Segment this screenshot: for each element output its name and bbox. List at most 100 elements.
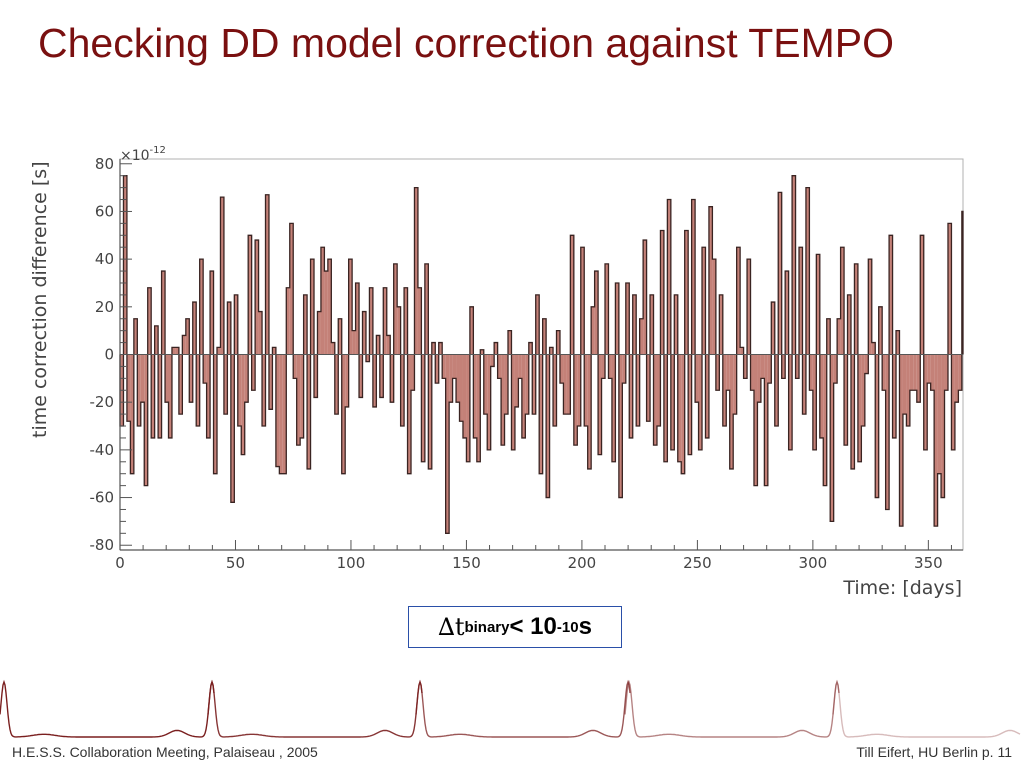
histogram-bar <box>632 294 637 355</box>
histogram-bar <box>355 282 360 355</box>
histogram-bar <box>417 287 422 355</box>
histogram-bar <box>913 354 917 391</box>
histogram-bar <box>577 354 581 427</box>
pulse-profile-curve <box>415 679 631 738</box>
formula-unit: s <box>578 613 592 640</box>
histogram-bar <box>334 354 339 415</box>
histogram-bar <box>206 354 211 438</box>
histogram-bar <box>289 223 294 355</box>
histogram-bar <box>951 354 955 450</box>
histogram-bar <box>705 354 709 438</box>
histogram-bar <box>539 354 543 474</box>
formula-box: ∆t binary < 10 -10 s <box>408 606 622 648</box>
histogram-bar <box>331 342 335 355</box>
histogram-bar <box>778 192 782 355</box>
histogram-bar <box>449 354 453 403</box>
histogram-bar <box>140 354 145 403</box>
histogram-bar <box>587 354 592 469</box>
histogram-bar <box>882 354 886 391</box>
histogram-bar <box>580 247 585 355</box>
histogram-bar <box>435 354 439 384</box>
slide-title: Checking DD model correction against TEM… <box>38 20 895 66</box>
histogram-bar <box>629 354 633 438</box>
histogram-bar <box>809 354 813 391</box>
histogram-bar <box>379 354 384 398</box>
histogram-bar <box>528 342 533 355</box>
histogram-bar <box>760 354 765 379</box>
histogram-bar <box>816 254 820 355</box>
histogram-bar <box>553 354 557 427</box>
histogram-bar <box>494 342 498 355</box>
histogram-bar <box>892 354 897 438</box>
histogram-bar <box>941 354 945 498</box>
histogram-bar <box>559 354 564 384</box>
histogram-bar <box>712 259 716 355</box>
histogram-bar <box>369 287 373 355</box>
histogram-bar <box>916 354 921 403</box>
histogram-bar <box>480 349 484 355</box>
histogram-bar <box>400 354 405 427</box>
histogram-bar <box>497 354 502 379</box>
histogram-bar <box>445 354 450 534</box>
histogram-bar <box>348 259 353 355</box>
histogram-bar <box>764 354 768 486</box>
y-axis-label: time correction difference [s] <box>29 161 51 438</box>
histogram-bar <box>643 240 647 355</box>
histogram-bar <box>947 223 952 355</box>
histogram-bar <box>719 294 723 355</box>
histogram-bar <box>722 354 727 427</box>
histogram-bar <box>459 354 463 422</box>
histogram-bar <box>785 271 789 355</box>
histogram-bar <box>341 354 346 474</box>
histogram-bar <box>137 354 141 427</box>
histogram-bar <box>185 318 190 355</box>
histogram-bar <box>241 354 245 455</box>
histogram-bar <box>303 294 308 355</box>
histogram-bar <box>605 263 609 355</box>
histogram-bar <box>736 247 741 355</box>
histogram-bar <box>698 354 703 450</box>
histogram-bar <box>788 354 793 450</box>
histogram-bar <box>144 354 148 486</box>
histogram-bar <box>314 354 318 398</box>
formula-exponent: -10 <box>556 618 579 636</box>
y-tick-label: 0 <box>104 346 114 364</box>
histogram-bar <box>487 354 491 450</box>
histogram-bar <box>508 330 512 355</box>
histogram-bar <box>258 311 263 355</box>
histogram-bar <box>636 354 640 427</box>
histogram-bar <box>154 325 159 355</box>
y-tick-label: -20 <box>90 393 115 411</box>
y-tick-label: -60 <box>90 489 115 507</box>
histogram-bar <box>833 354 838 384</box>
histogram-bar <box>126 354 131 422</box>
histogram-bar <box>251 354 256 391</box>
histogram-bar <box>469 306 474 355</box>
histogram-bar <box>272 347 276 355</box>
histogram-bar <box>196 354 200 427</box>
x-tick-label: 250 <box>683 554 712 572</box>
histogram-bar <box>199 259 204 355</box>
histogram-bar <box>906 354 910 427</box>
histogram-bar <box>182 335 186 355</box>
histogram-bar <box>161 271 166 355</box>
histogram-bar <box>729 354 734 469</box>
histogram-bar <box>130 354 134 474</box>
histogram-bar <box>376 335 380 355</box>
histogram-bar <box>667 199 671 355</box>
histogram-bar <box>362 311 366 355</box>
pulse-profile-curve <box>832 679 1021 738</box>
histogram-bar <box>411 354 415 391</box>
histogram-bar <box>944 354 948 391</box>
histogram-bar <box>546 354 550 498</box>
histogram-bar <box>203 354 207 384</box>
histogram-bar <box>151 354 155 438</box>
histogram-bar <box>407 354 412 474</box>
x-axis-label: Time: [days] <box>842 577 962 599</box>
histogram-bar <box>681 354 685 474</box>
histogram-bar <box>338 318 342 355</box>
histogram-bar <box>750 354 754 391</box>
histogram-bar <box>570 235 574 355</box>
histogram-bar <box>563 354 567 415</box>
histogram-bar <box>327 259 332 355</box>
